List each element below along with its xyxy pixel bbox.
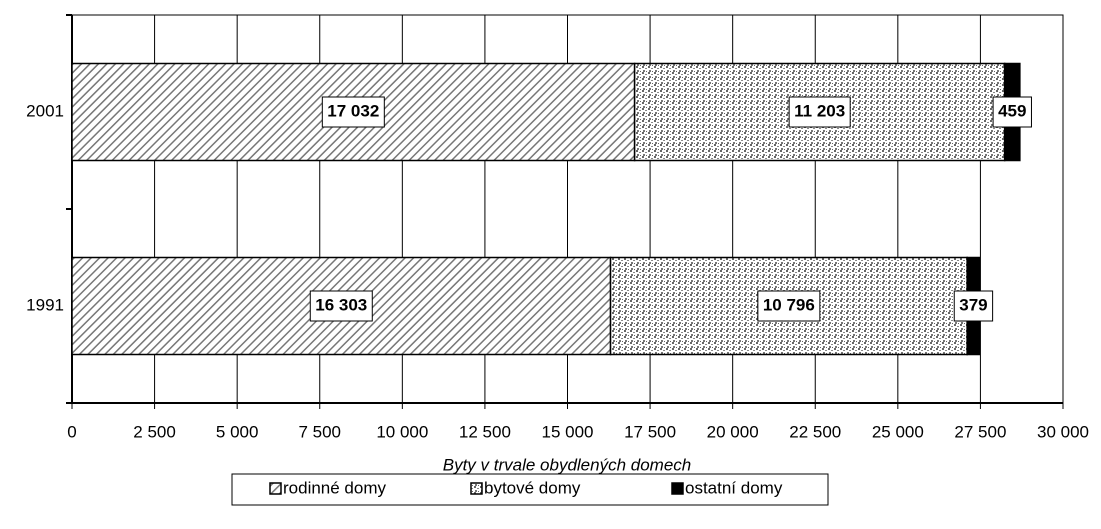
data-label-text: 11 203: [794, 101, 845, 120]
legend-label: rodinné domy: [283, 478, 387, 497]
data-label: 459: [992, 96, 1032, 128]
data-label-text: 379: [959, 295, 987, 314]
x-tick-label: 2 500: [133, 422, 176, 441]
data-label-box: [757, 290, 821, 322]
data-label: 379: [953, 290, 994, 322]
legend-swatch: [269, 482, 282, 495]
x-tick-label: 15 000: [542, 422, 594, 441]
data-label-box: [321, 96, 385, 128]
data-label: 17 032: [321, 96, 385, 128]
legend-swatch: [470, 482, 483, 495]
x-tick-label: 22 500: [789, 422, 841, 441]
x-tick-label: 20 000: [707, 422, 759, 441]
y-tick-label: 2001: [26, 101, 64, 120]
data-label: 10 796: [757, 290, 821, 322]
data-label: 16 303: [309, 290, 373, 322]
x-tick-label: 25 000: [872, 422, 924, 441]
y-tick-label: 1991: [26, 295, 64, 314]
data-label: 11 203: [788, 96, 851, 128]
x-tick-label: 5 000: [216, 422, 259, 441]
data-label-text: 459: [998, 101, 1026, 120]
x-axis-label: Byty v trvale obydlených domech: [443, 455, 692, 474]
legend-swatch: [671, 482, 684, 495]
data-label-box: [992, 96, 1032, 128]
bar-segment: [71, 62, 636, 162]
data-label-text: 10 796: [763, 295, 815, 314]
legend-box: [231, 473, 829, 506]
data-label-box: [788, 96, 851, 128]
data-label-text: 17 032: [327, 101, 379, 120]
x-tick-label: 17 500: [624, 422, 676, 441]
x-tick-label: 27 500: [954, 422, 1006, 441]
x-tick-label: 10 000: [376, 422, 428, 441]
x-tick-label: 0: [67, 422, 76, 441]
x-tick-label: 30 000: [1037, 422, 1089, 441]
x-tick-label: 7 500: [298, 422, 341, 441]
legend-label: bytové domy: [484, 478, 581, 497]
data-label-text: 16 303: [315, 295, 367, 314]
x-tick-label: 12 500: [459, 422, 511, 441]
data-label-box: [309, 290, 373, 322]
legend-label: ostatní domy: [685, 478, 783, 497]
data-label-box: [953, 290, 994, 322]
